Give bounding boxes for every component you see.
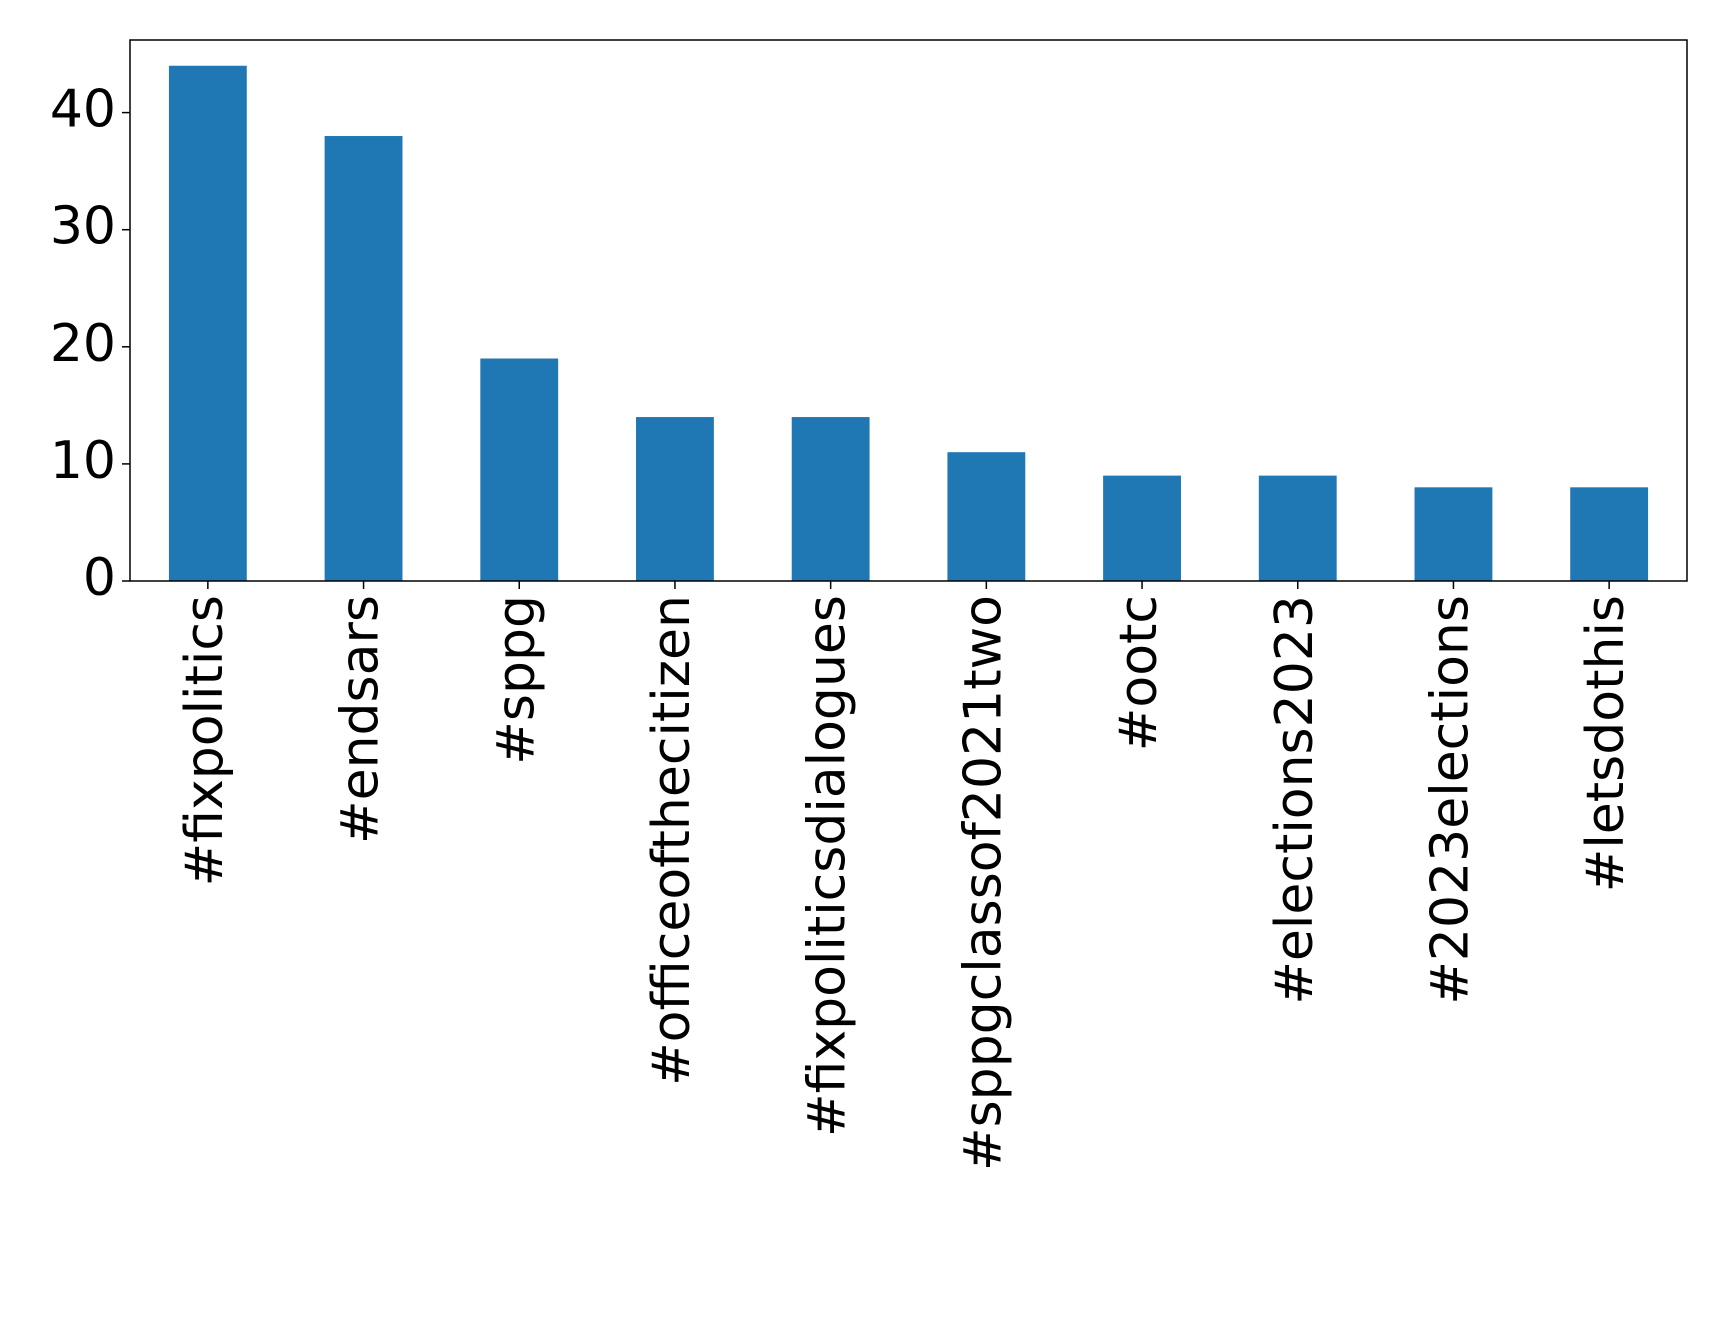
x-tick-label: #officeofthecitizen	[642, 595, 702, 1086]
y-tick-label: 10	[50, 431, 116, 491]
x-tick-label: #sppg	[486, 595, 546, 765]
bar	[168, 65, 247, 581]
x-tick-label: #endsars	[331, 595, 391, 844]
bar	[324, 136, 403, 581]
x-tick-label: #sppgclassof2021two	[953, 595, 1013, 1171]
bar	[636, 417, 714, 581]
plot-frame	[129, 39, 1688, 582]
bar	[1258, 475, 1337, 581]
y-tick-label: 30	[50, 197, 116, 257]
bar	[791, 417, 870, 581]
x-tick-label: #ootc	[1109, 595, 1169, 751]
x-tick-label: #2023elections	[1420, 595, 1480, 1005]
bar	[1103, 475, 1181, 581]
bar	[1570, 487, 1649, 581]
x-tick-label: #elections2023	[1265, 595, 1325, 1005]
bar	[480, 358, 559, 581]
bar	[1414, 487, 1493, 581]
bar	[947, 452, 1026, 581]
x-tick-label: #fixpolitics	[175, 595, 235, 886]
x-tick-label: #fixpoliticsdialogues	[798, 595, 858, 1137]
x-tick-label: #letsdothis	[1576, 595, 1636, 892]
y-tick-label: 0	[83, 548, 116, 608]
y-tick-label: 20	[50, 314, 116, 374]
y-tick-label: 40	[50, 80, 116, 140]
